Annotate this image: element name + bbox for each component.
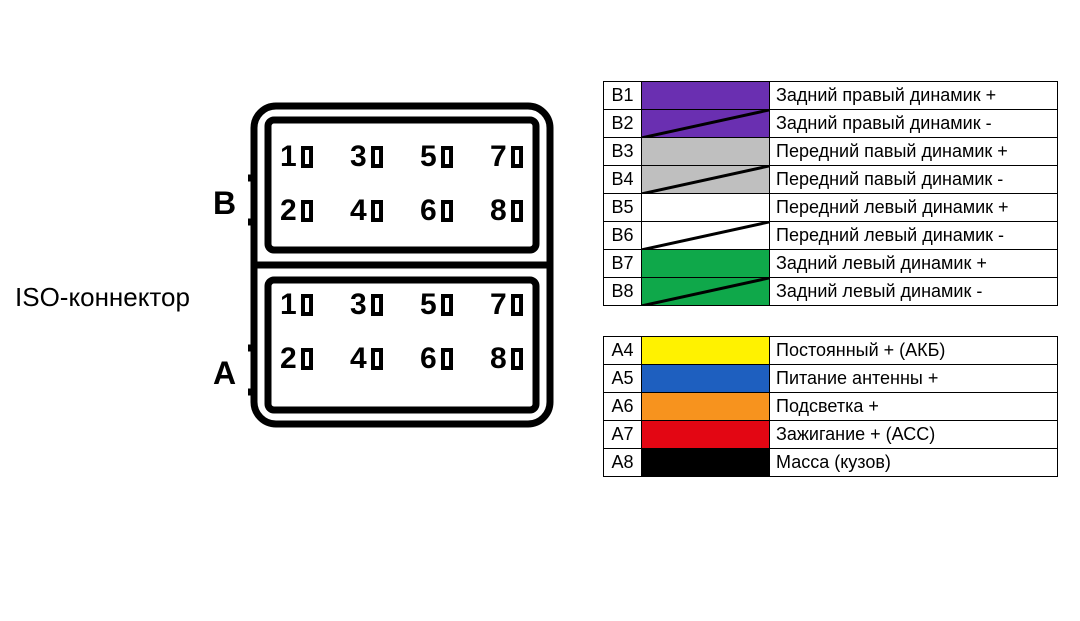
pin-code: A4 [604,337,642,365]
pin-b4: 4 [350,186,410,236]
legend-row: B7 Задний левый динамик + [604,250,1058,278]
legend-row: A8 Масса (кузов) [604,449,1058,477]
pin-description: Питание антенны + [770,365,1058,393]
iso-connector-diagram: ISO-коннектор B A 1 3 5 7 2 4 6 8 [0,100,570,440]
wire-color-swatch [642,337,770,365]
wire-color-swatch [642,449,770,477]
pin-code: B6 [604,222,642,250]
section-label-b: B [213,185,236,222]
pin-description: Задний левый динамик + [770,250,1058,278]
pin-code: A6 [604,393,642,421]
legend-row: B4 Передний павый динамик - [604,166,1058,194]
pin-grid-a: 1 3 5 7 2 4 6 8 [280,280,550,384]
pin-description: Передний павый динамик + [770,138,1058,166]
pin-code: B3 [604,138,642,166]
pin-a8: 8 [490,334,550,384]
legend-row: B6 Передний левый динамик - [604,222,1058,250]
pin-description: Задний правый динамик - [770,110,1058,138]
legend-row: B2 Задний правый динамик - [604,110,1058,138]
pin-b5: 5 [420,132,480,182]
pin-description: Постоянный + (АКБ) [770,337,1058,365]
wire-color-swatch [642,138,770,166]
pin-code: B8 [604,278,642,306]
legend-row: B3 Передний павый динамик + [604,138,1058,166]
pin-a3: 3 [350,280,410,330]
legend-row: B8 Задний левый динамик - [604,278,1058,306]
pin-description: Передний левый динамик - [770,222,1058,250]
pin-code: A8 [604,449,642,477]
wire-color-swatch [642,250,770,278]
pin-description: Задний правый динамик + [770,82,1058,110]
section-label-a: A [213,355,236,392]
legend-row: B5 Передний левый динамик + [604,194,1058,222]
legend-row: A4 Постоянный + (АКБ) [604,337,1058,365]
pin-description: Передний павый динамик - [770,166,1058,194]
pin-description: Задний левый динамик - [770,278,1058,306]
legend-group-b: B1 Задний правый динамик + B2 Задний правый… [603,81,1058,306]
pin-description: Передний левый динамик + [770,194,1058,222]
pin-grid-b: 1 3 5 7 2 4 6 8 [280,132,550,236]
pin-code: B7 [604,250,642,278]
pin-description: Зажигание + (АСС) [770,421,1058,449]
legend-group-a: A4Постоянный + (АКБ)A5Питание антенны +A… [603,336,1058,477]
pin-b1: 1 [280,132,340,182]
legend-row: B1 Задний правый динамик + [604,82,1058,110]
pin-code: B1 [604,82,642,110]
pin-code: B4 [604,166,642,194]
pin-b8: 8 [490,186,550,236]
iso-connector-label: ISO-коннектор [15,282,190,313]
pin-a4: 4 [350,334,410,384]
pin-b7: 7 [490,132,550,182]
pin-description: Масса (кузов) [770,449,1058,477]
wire-color-swatch [642,82,770,110]
connector-outline: 1 3 5 7 2 4 6 8 1 3 5 7 2 4 6 8 [248,100,556,430]
wire-color-swatch [642,421,770,449]
pin-description: Подсветка + [770,393,1058,421]
wire-color-swatch [642,393,770,421]
pin-a7: 7 [490,280,550,330]
pinout-legend: B1 Задний правый динамик + B2 Задний правый… [603,81,1069,477]
pin-b3: 3 [350,132,410,182]
legend-row: A5 Питание антенны + [604,365,1058,393]
legend-row: A6 Подсветка + [604,393,1058,421]
pin-a5: 5 [420,280,480,330]
pin-a6: 6 [420,334,480,384]
wire-color-swatch [642,110,770,138]
wire-color-swatch [642,365,770,393]
pin-code: A5 [604,365,642,393]
legend-row: A7 Зажигание + (АСС) [604,421,1058,449]
pin-code: B2 [604,110,642,138]
wire-color-swatch [642,194,770,222]
pin-code: A7 [604,421,642,449]
pin-a1: 1 [280,280,340,330]
wire-color-swatch [642,278,770,306]
wire-color-swatch [642,222,770,250]
pin-code: B5 [604,194,642,222]
wire-color-swatch [642,166,770,194]
pin-a2: 2 [280,334,340,384]
pin-b6: 6 [420,186,480,236]
pin-b2: 2 [280,186,340,236]
